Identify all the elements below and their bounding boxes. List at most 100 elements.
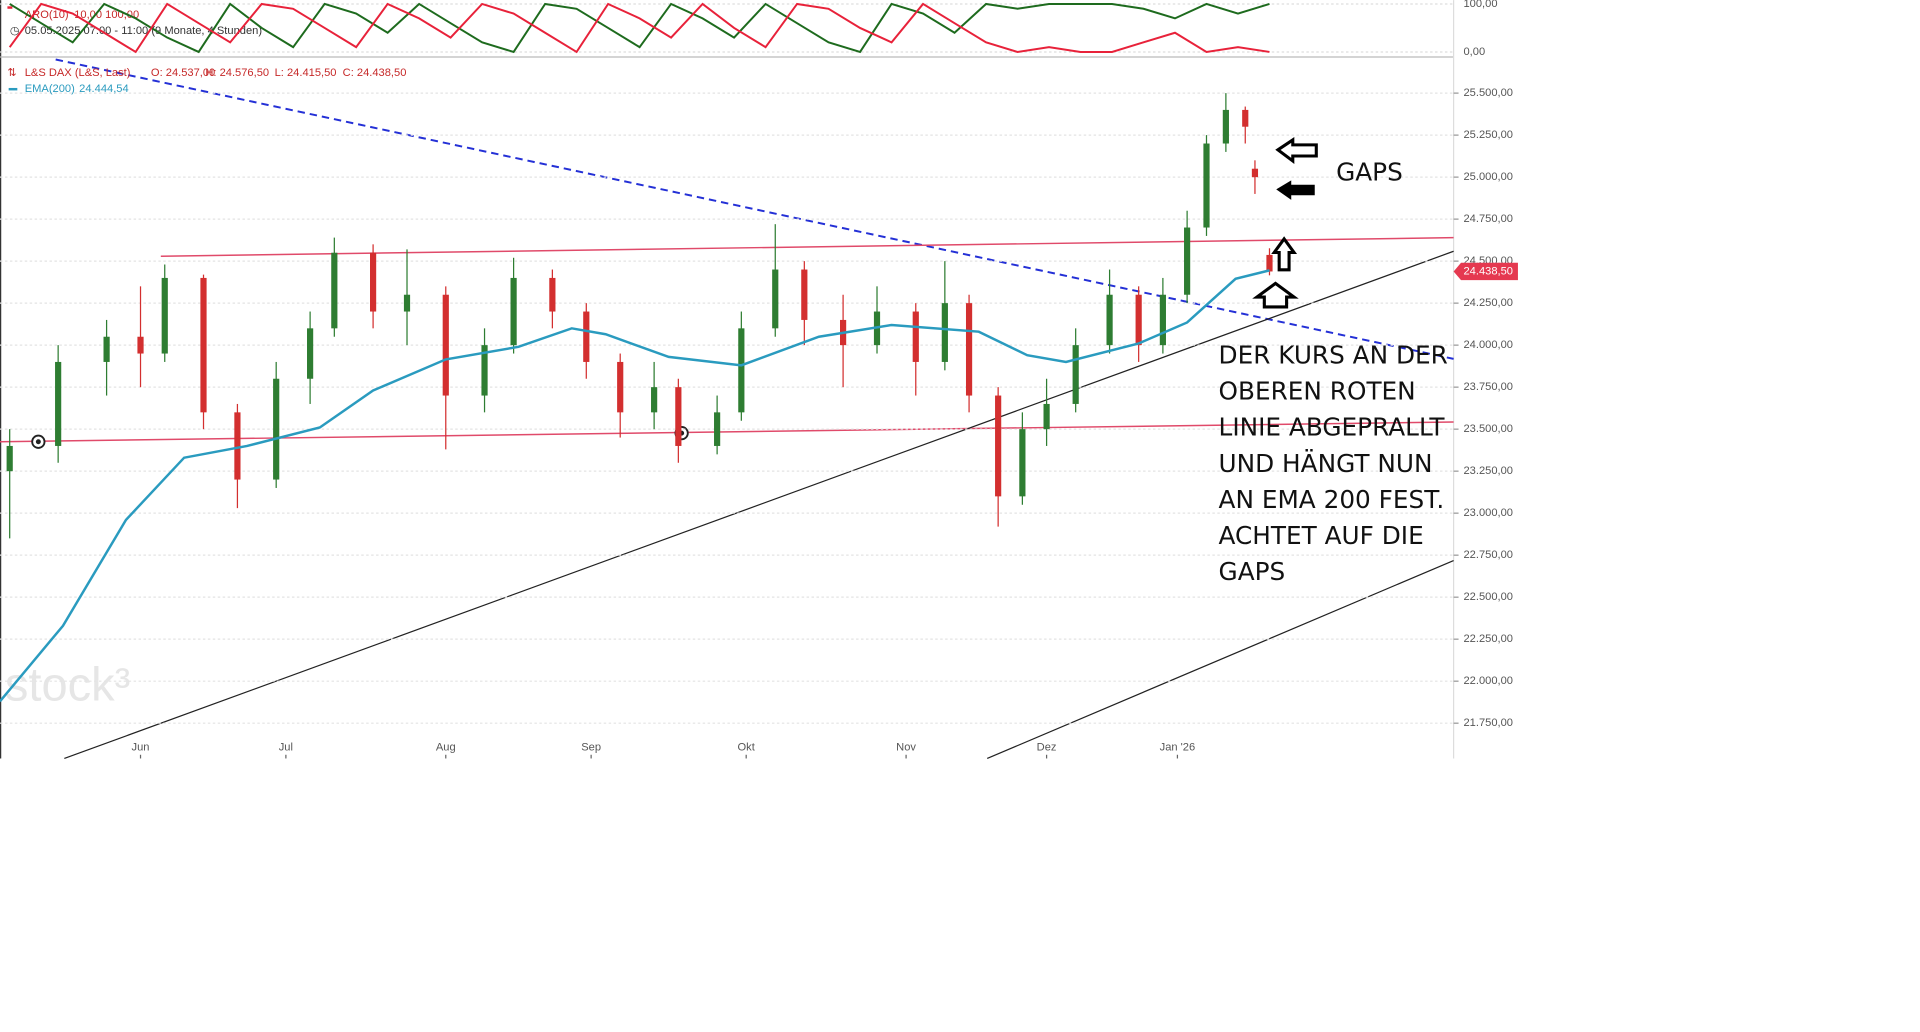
legend-low: L: 24.415,50 — [275, 67, 337, 79]
y-tick-label: 0,00 — [1464, 46, 1486, 58]
y-tick-label: 21.750,00 — [1464, 717, 1514, 729]
y-tick-label: 23.750,00 — [1464, 381, 1514, 393]
candle-body — [1222, 109, 1229, 144]
arrow-left — [1275, 137, 1318, 165]
candle-body — [941, 303, 948, 362]
x-tick-label: Aug — [436, 741, 456, 753]
marker — [35, 439, 41, 445]
candle-body — [1203, 143, 1210, 228]
x-tick-label: Jul — [279, 741, 293, 753]
y-tick-label: 100,00 — [1464, 0, 1498, 10]
y-tick-label: 25.500,00 — [1464, 87, 1514, 99]
candle-body — [995, 395, 1002, 497]
candle-body — [1135, 294, 1142, 346]
annotation-line: UND HÄNGT NUN — [1219, 449, 1433, 478]
y-tick-label: 25.250,00 — [1464, 129, 1514, 141]
ema-line — [0, 269, 1270, 703]
indicator-title: ARO(10) — [25, 9, 69, 21]
candle-body — [1251, 168, 1259, 178]
candle-body — [273, 378, 280, 480]
candle-body — [912, 311, 919, 362]
x-tick-label: Sep — [581, 741, 601, 753]
candle-body — [801, 269, 808, 320]
candle-body — [234, 412, 241, 480]
candle-body — [1184, 227, 1191, 295]
y-tick-label: 24.250,00 — [1464, 297, 1514, 309]
candle-body — [738, 328, 745, 413]
legend-open: O: 24.537,00 — [151, 67, 215, 79]
x-tick-label: Jun — [132, 741, 150, 753]
y-tick-label: 22.500,00 — [1464, 591, 1514, 603]
candle-body — [1266, 254, 1273, 272]
arrow-left — [1276, 180, 1315, 200]
candle-body — [403, 294, 411, 312]
candle-body — [1159, 294, 1166, 346]
x-tick-label: Okt — [738, 741, 756, 753]
trend-line-black — [64, 250, 1454, 760]
x-tick-label: Nov — [896, 741, 916, 753]
annotation-line: ACHTET AUF DIE — [1219, 521, 1424, 550]
indicator-line — [9, 2, 1270, 54]
ema-label: 24.444,54 — [79, 83, 128, 95]
indicator-line — [8, 2, 1270, 54]
y-tick-label: 23.000,00 — [1464, 507, 1514, 519]
trend-lines — [0, 58, 1454, 760]
y-tick-label: 25.000,00 — [1464, 171, 1514, 183]
candle-body — [510, 277, 517, 346]
candle-body — [675, 387, 682, 446]
candle-body — [583, 311, 590, 362]
legend-close: C: 24.438,50 — [343, 67, 407, 79]
candle-body — [617, 361, 624, 413]
y-tick-label: 24.750,00 — [1464, 213, 1514, 225]
trend-line-black — [986, 559, 1454, 760]
support-line — [0, 421, 1454, 443]
candle-body — [651, 387, 658, 413]
candle-body — [55, 361, 62, 446]
candle-body — [714, 412, 721, 446]
clock-icon: ◷ — [10, 25, 20, 37]
x-tick-label: Dez — [1037, 741, 1057, 753]
legend-swatch — [7, 6, 13, 9]
resistance-line — [160, 236, 1454, 257]
candle-body — [549, 277, 556, 312]
arrow-up — [1252, 281, 1299, 309]
candle-body — [772, 269, 779, 329]
candle-body — [1242, 109, 1249, 127]
watermark: stock³ — [5, 657, 130, 710]
candle-body — [442, 294, 449, 396]
candle-body — [1072, 345, 1079, 404]
y-tick-label: 22.750,00 — [1464, 549, 1514, 561]
legend-name: L&S DAX (L&S, Last) — [25, 67, 131, 79]
candle-body — [103, 336, 110, 362]
candle-body — [965, 303, 973, 396]
legend-high: H: 24.576,50 — [205, 67, 269, 79]
y-tick-label: 22.000,00 — [1464, 675, 1514, 687]
candle-body — [370, 252, 377, 312]
price-tag — [1453, 262, 1518, 281]
annotation-line: GAPS — [1219, 557, 1286, 586]
y-tick-label: 23.250,00 — [1464, 465, 1514, 477]
candle-body — [481, 345, 488, 396]
candle-body — [6, 445, 13, 472]
gaps-label: GAPS — [1336, 157, 1403, 186]
arrow-up — [1271, 236, 1298, 272]
legend-icon: ⇅ — [7, 67, 16, 79]
candle-body — [137, 336, 144, 354]
indicator-params: 10,00 100,00 — [74, 9, 139, 21]
candle-body — [1019, 429, 1026, 497]
candle-body — [1106, 294, 1113, 346]
annotation-line: LINIE ABGEPRALLT — [1219, 413, 1446, 442]
price-tag-label: 24.438,50 — [1464, 265, 1514, 277]
trend-line-blue — [55, 58, 1454, 360]
candle-body — [331, 252, 338, 329]
y-tick-label: 22.250,00 — [1464, 633, 1514, 645]
candle-body — [1043, 403, 1050, 430]
arrows — [1252, 137, 1318, 309]
y-tick-label: 23.500,00 — [1464, 423, 1514, 435]
annotation-line: AN EMA 200 FEST. — [1219, 485, 1445, 514]
annotation-line: DER KURS AN DER — [1219, 340, 1448, 369]
